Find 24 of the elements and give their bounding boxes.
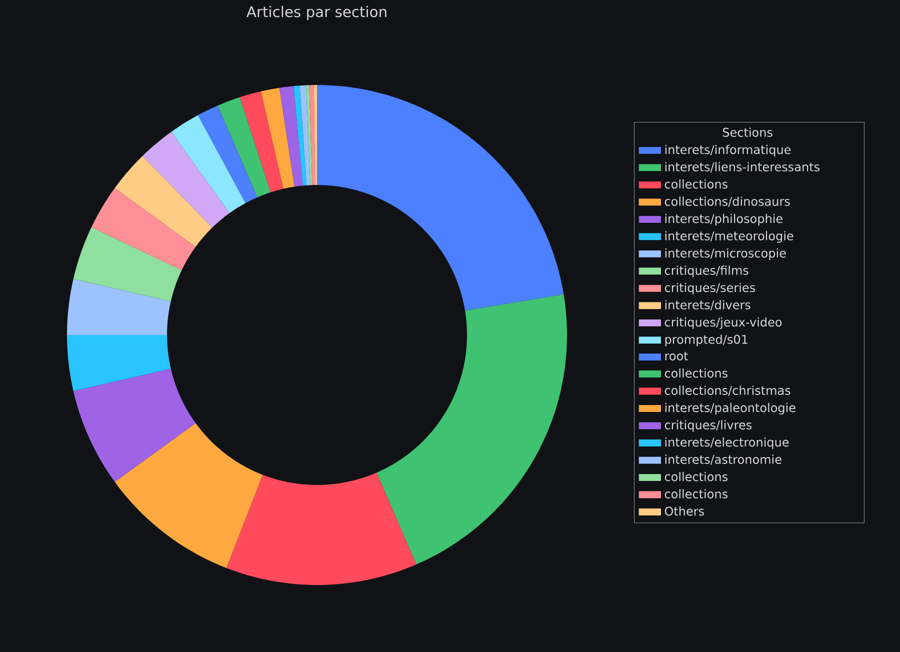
legend-label: collections [664, 368, 728, 378]
legend-label: critiques/jeux-video [664, 317, 782, 329]
legend-label: interets/electronique [665, 437, 789, 450]
legend-label: interets/divers [665, 300, 750, 310]
legend-label: interets/microscopie [665, 248, 786, 260]
legend-label: collections [664, 472, 728, 482]
legend-label: root [665, 352, 688, 360]
legend-label: collections [664, 179, 728, 189]
legend-label: interets/informatique [665, 144, 791, 156]
legend-label: interets/liens-interessants [665, 162, 820, 172]
legend-label: interets/meteorologie [665, 231, 794, 243]
legend-title: Sections [722, 128, 772, 137]
chart-title: Articles par section [246, 6, 386, 20]
legend-label: critiques/series [664, 282, 755, 294]
legend-label: prompted/s01 [665, 334, 748, 346]
legend-label: Others [664, 506, 704, 516]
legend-label: collections/dinosaurs [664, 196, 790, 207]
legend-label: interets/philosophie [665, 214, 782, 226]
legend-label: critiques/livres [664, 420, 752, 432]
legend-label: collections/christmas [664, 386, 790, 396]
legend-label: interets/paleontologie [665, 402, 796, 415]
legend-label: critiques/films [664, 266, 748, 278]
legend-label: interets/astronomie [665, 454, 782, 465]
legend-label: collections [664, 489, 728, 498]
